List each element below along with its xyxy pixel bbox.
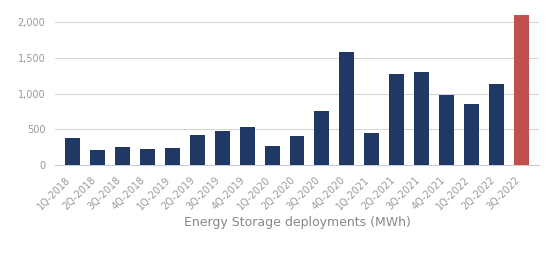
Bar <box>214 131 230 165</box>
Bar <box>190 135 205 165</box>
Bar <box>364 133 380 165</box>
Bar <box>389 74 404 165</box>
Bar <box>315 111 329 165</box>
Bar <box>414 72 429 165</box>
Bar <box>90 150 105 165</box>
Bar <box>464 104 479 165</box>
Bar <box>289 136 305 165</box>
Bar <box>140 148 155 165</box>
Bar <box>514 15 529 165</box>
Bar <box>65 138 80 165</box>
Bar <box>339 52 354 165</box>
Bar <box>489 84 504 165</box>
Bar <box>115 147 130 165</box>
X-axis label: Energy Storage deployments (MWh): Energy Storage deployments (MWh) <box>184 216 410 229</box>
Bar <box>439 95 454 165</box>
Bar <box>165 148 180 165</box>
Bar <box>265 146 279 165</box>
Bar <box>240 127 255 165</box>
